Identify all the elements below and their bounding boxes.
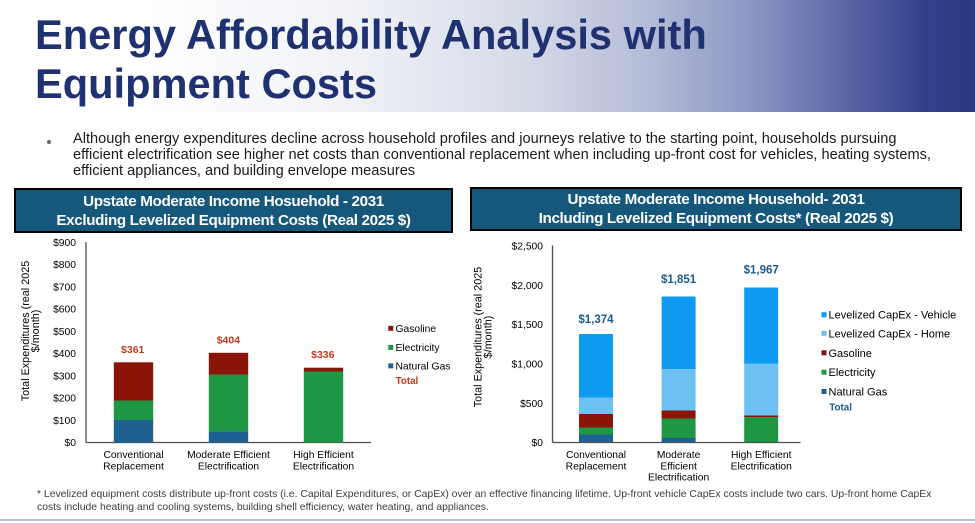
svg-text:Total: Total (396, 376, 419, 387)
svg-text:$500: $500 (520, 399, 543, 410)
svg-text:$100: $100 (53, 416, 76, 427)
svg-text:Replacement: Replacement (566, 461, 627, 472)
svg-text:$900: $900 (53, 238, 76, 249)
svg-text:$404: $404 (217, 334, 241, 346)
svg-text:$1,374: $1,374 (578, 314, 614, 326)
svg-text:$600: $600 (53, 305, 76, 316)
svg-text:$2,000: $2,000 (512, 281, 544, 292)
svg-text:$800: $800 (53, 260, 76, 271)
svg-text:Levelized CapEx - Vehicle: Levelized CapEx - Vehicle (829, 310, 957, 322)
svg-text:$/month): $/month) (30, 310, 42, 353)
svg-text:$1,000: $1,000 (512, 360, 544, 371)
svg-text:$300: $300 (53, 371, 76, 382)
svg-text:$0: $0 (532, 438, 544, 449)
svg-text:Electrification: Electrification (648, 473, 710, 484)
svg-text:$1,851: $1,851 (661, 274, 697, 286)
svg-text:$/month): $/month) (483, 316, 495, 359)
svg-text:Electricity: Electricity (396, 343, 441, 354)
svg-text:Conventional: Conventional (566, 450, 626, 461)
svg-text:Gasoline: Gasoline (396, 324, 437, 335)
svg-text:Natural Gas: Natural Gas (396, 362, 451, 373)
svg-text:Total Expenditures (real 2025: Total Expenditures (real 2025 (20, 261, 32, 401)
svg-text:Electrification: Electrification (731, 461, 793, 472)
svg-text:$2,500: $2,500 (512, 242, 544, 253)
svg-text:$200: $200 (53, 394, 76, 405)
svg-text:Total: Total (829, 403, 852, 414)
svg-text:$1,500: $1,500 (512, 320, 544, 331)
svg-text:Gasoline: Gasoline (829, 348, 872, 360)
svg-text:Moderate: Moderate (657, 450, 701, 461)
svg-text:$0: $0 (65, 438, 77, 449)
svg-text:Electrification: Electrification (198, 461, 260, 472)
svg-text:High Efficient: High Efficient (293, 450, 354, 461)
svg-text:Efficient: Efficient (660, 461, 697, 472)
svg-text:Natural Gas: Natural Gas (829, 387, 888, 399)
svg-text:$361: $361 (121, 344, 145, 356)
svg-text:Total Expenditures (real 2025: Total Expenditures (real 2025 (473, 267, 485, 407)
svg-text:$700: $700 (53, 283, 76, 294)
svg-text:$336: $336 (311, 349, 335, 361)
svg-text:Moderate Efficient: Moderate Efficient (187, 450, 270, 461)
svg-text:Conventional: Conventional (103, 450, 163, 461)
svg-text:Electricity: Electricity (829, 367, 877, 379)
svg-text:$500: $500 (53, 327, 76, 338)
svg-text:$1,967: $1,967 (744, 265, 779, 277)
svg-text:$400: $400 (53, 349, 76, 360)
svg-text:High Efficient: High Efficient (731, 450, 792, 461)
svg-text:Replacement: Replacement (103, 461, 164, 472)
svg-text:Levelized CapEx - Home: Levelized CapEx - Home (829, 328, 951, 340)
svg-text:Electrification: Electrification (293, 461, 355, 472)
